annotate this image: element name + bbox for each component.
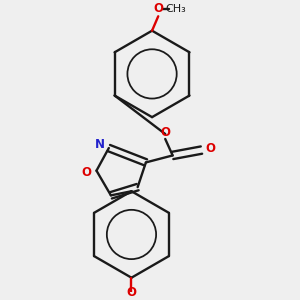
Text: O: O <box>153 2 163 15</box>
Text: CH₃: CH₃ <box>165 4 186 14</box>
Text: N: N <box>95 138 105 151</box>
Text: O: O <box>206 142 215 155</box>
Text: O: O <box>127 286 136 298</box>
Text: O: O <box>81 166 91 179</box>
Text: O: O <box>160 126 170 139</box>
